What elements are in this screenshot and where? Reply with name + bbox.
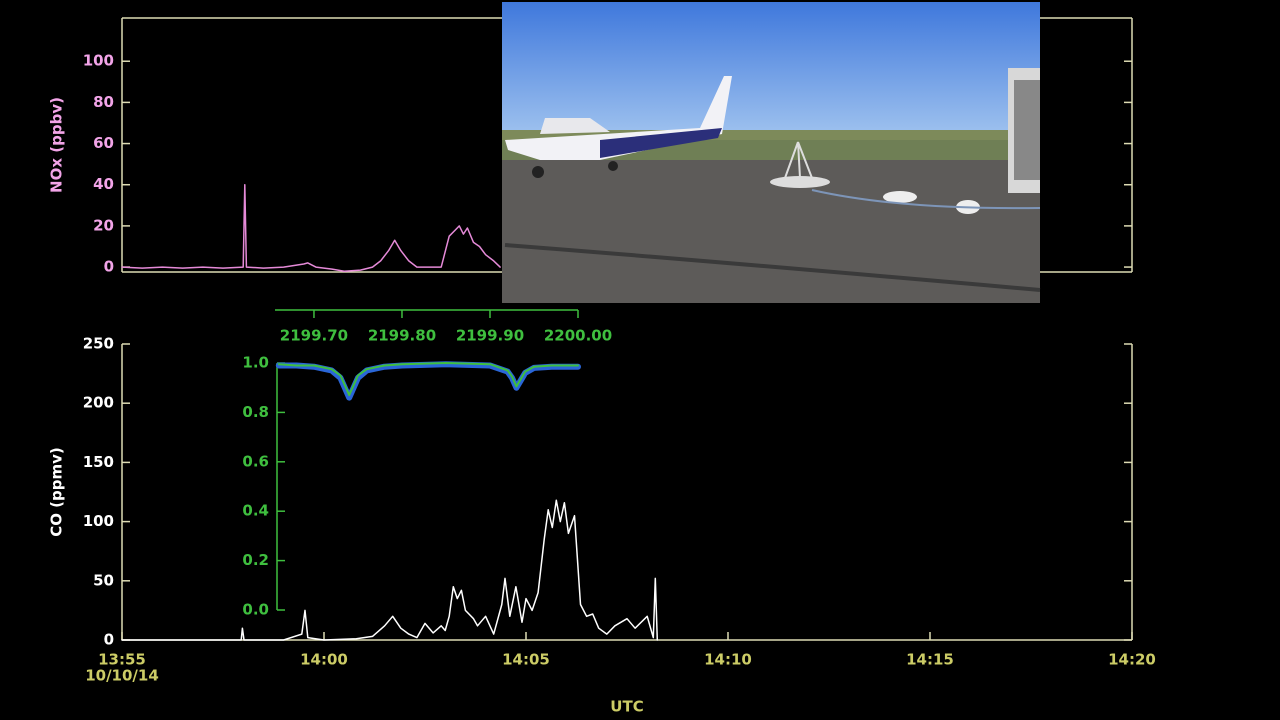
x-tick-label: 14:05 (502, 651, 550, 669)
x-tick-label: 14:20 (1108, 651, 1156, 669)
y-tick-label: 0.8 (242, 403, 269, 421)
y-tick-label: 0.0 (242, 601, 269, 619)
x-tick-label: 14:10 (704, 651, 752, 669)
y-tick-label: 0 (104, 258, 114, 276)
y-tick-label: 60 (93, 134, 114, 152)
y-tick-label: 1.0 (242, 354, 269, 372)
y-tick-label: 0.2 (242, 551, 269, 569)
y-tick-label: 80 (93, 93, 114, 111)
x-tick-label: 13:55 (98, 651, 146, 669)
video-photo (502, 2, 1041, 303)
y-tick-label: 250 (83, 335, 114, 353)
y-tick-label: 50 (93, 571, 114, 589)
data-line (277, 362, 579, 397)
y-axis-title: NOx (ppbv) (48, 97, 66, 193)
y-tick-label: 40 (93, 175, 114, 193)
data-line (121, 183, 501, 272)
y-tick-label: 200 (83, 394, 114, 412)
x-tick-label: 2199.90 (456, 327, 524, 345)
y-tick-label: 0.6 (242, 452, 269, 470)
y-tick-label: 0.4 (242, 502, 269, 520)
data-line (121, 499, 659, 641)
y-tick-label: 100 (83, 512, 114, 530)
x-tick-label: 2199.80 (368, 327, 436, 345)
x-tick-label: 14:00 (300, 651, 348, 669)
y-tick-label: 100 (83, 52, 114, 70)
plots: 0 20 40 60 80 100 NOx (ppbv) 0 50 100 150 200 250 13:… (48, 17, 1156, 716)
y-axis-title: CO (ppmv) (48, 447, 66, 537)
data-line (275, 361, 581, 401)
x-tick-label: 2199.70 (280, 327, 348, 345)
x-axis-title: UTC (610, 698, 643, 716)
y-tick-label: 0 (104, 631, 114, 649)
x-tick-label: 14:15 (906, 651, 954, 669)
x-tick-label: 2200.00 (544, 327, 612, 345)
y-tick-label: 150 (83, 453, 114, 471)
y-tick-label: 20 (93, 216, 114, 234)
x-date-label: 10/10/14 (85, 667, 159, 685)
